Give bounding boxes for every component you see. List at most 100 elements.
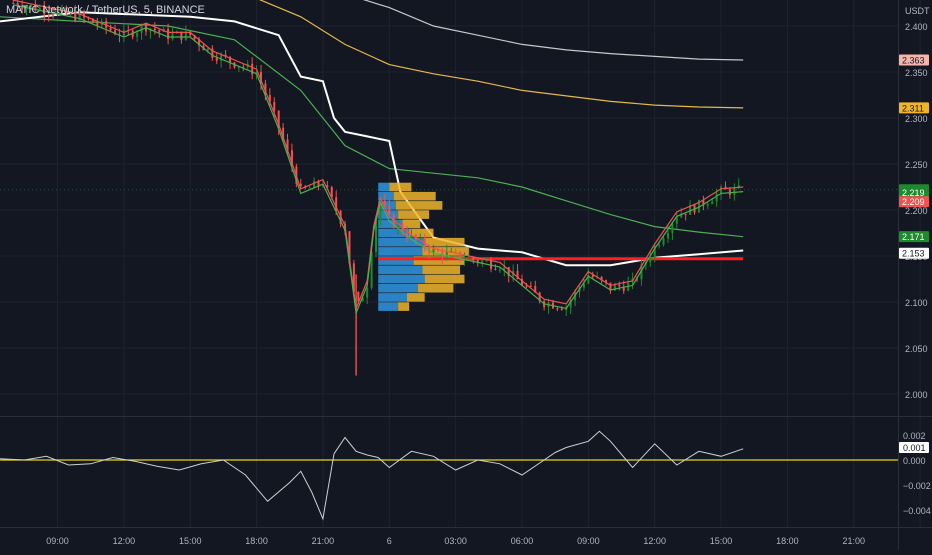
candle-body [366, 287, 369, 298]
price-badge [899, 231, 929, 243]
candle-body [613, 284, 616, 291]
candle-body [114, 30, 117, 35]
candle-body [445, 251, 448, 258]
time-tick-label: 09:00 [577, 536, 600, 546]
candle-body [286, 139, 289, 151]
candle-body [467, 257, 470, 260]
volume-profile-bar-yellow [422, 265, 461, 275]
candle-body [481, 260, 484, 263]
price-tick-label: 2.300 [905, 114, 928, 124]
candle-body [529, 285, 532, 287]
candle-body [498, 269, 501, 271]
candle-body [609, 282, 612, 291]
candle-body [658, 244, 661, 246]
axes: 2.0002.0502.1002.1502.2002.2502.3002.350… [46, 6, 931, 546]
candle-body [459, 251, 462, 260]
price-badge-label: 2.311 [902, 103, 924, 113]
price-badge [899, 247, 929, 259]
candle-body [12, 3, 15, 4]
candle-body [167, 28, 170, 40]
candle-body [259, 72, 262, 84]
candle-body [392, 214, 395, 228]
time-tick-label: 15:00 [179, 536, 202, 546]
volume-profile-bar-blue [378, 265, 423, 275]
candle-body [653, 245, 656, 258]
candle-body [153, 28, 156, 31]
oscillator-tick-label: −0.004 [903, 506, 931, 516]
volume-profile-bar-blue [378, 237, 425, 247]
candle-body [441, 251, 444, 258]
price-badge-label: 2.219 [902, 188, 925, 198]
price-tick-label: 2.000 [905, 390, 928, 400]
oscillator-tick-label: 0.002 [903, 431, 926, 441]
volume-profile-bar-blue [378, 201, 396, 210]
candle-body [706, 204, 709, 206]
candle-body [525, 285, 528, 287]
candle-body [733, 187, 736, 195]
candle-body [242, 66, 245, 68]
time-tick-label: 18:00 [245, 536, 268, 546]
candle-body [317, 181, 320, 186]
candle-body [680, 213, 683, 218]
candle-body [534, 286, 537, 293]
candle-body [299, 183, 302, 187]
candle-body [711, 201, 714, 205]
candle-body [432, 248, 435, 253]
time-tick-label: 12:00 [643, 536, 666, 546]
candle-body [220, 54, 223, 61]
candle-body [282, 127, 285, 140]
volume-profile-bar-yellow [389, 182, 412, 192]
price-badge [899, 187, 929, 199]
time-tick-label: 06:00 [511, 536, 534, 546]
candle-body [715, 193, 718, 202]
candle-body [83, 12, 86, 18]
price-tick-label: 2.400 [905, 22, 928, 32]
candle-body [180, 31, 183, 40]
candle-body [348, 231, 351, 264]
volume-profile-bar-blue [378, 228, 410, 238]
candle-body [171, 33, 174, 40]
candle-body [383, 200, 386, 206]
candle-body [237, 66, 240, 68]
time-tick-label: 09:00 [46, 536, 69, 546]
candle-body [671, 223, 674, 233]
candle-body [560, 308, 563, 310]
candle-body [335, 197, 338, 211]
candle-body [215, 57, 218, 61]
price-badge [899, 196, 929, 208]
candle-body [352, 263, 355, 292]
line-ma-green [0, 16, 744, 238]
candle-body [649, 257, 652, 263]
candle-body [78, 12, 81, 21]
volume-profile-bar-blue [378, 274, 425, 284]
candle-body [401, 224, 404, 233]
candle-body [503, 266, 506, 270]
candle-body [251, 63, 254, 75]
volume-profile-bar-yellow [406, 293, 425, 302]
candle-body [21, 6, 24, 10]
candle-body [538, 292, 541, 302]
volume-profile-bar-yellow [424, 237, 465, 247]
candle-body [662, 238, 665, 245]
volume-profile-bar-yellow [393, 191, 436, 201]
candle-body [29, 4, 32, 7]
candle-body [388, 205, 391, 215]
line-ma-gray [362, 0, 744, 61]
price-badge-label: 2.171 [902, 232, 925, 242]
line-fast-ma [13, 0, 744, 311]
candle-body [198, 39, 201, 46]
candle-body [229, 56, 232, 63]
candle-body [397, 224, 400, 228]
candle-body [313, 181, 316, 188]
volume-profile-bar-yellow [418, 283, 454, 293]
price-labels: 2.3632.3112.22202:072.2192.2092.1712.153… [899, 54, 929, 453]
oscillator-line [0, 430, 744, 521]
candle-body [326, 185, 329, 188]
volume-profile-bar-yellow [424, 274, 465, 284]
line-ma-orange [258, 0, 744, 109]
candle-body [184, 31, 187, 40]
volume-profile-bar-blue [378, 247, 423, 256]
time-tick-label: 18:00 [776, 536, 799, 546]
